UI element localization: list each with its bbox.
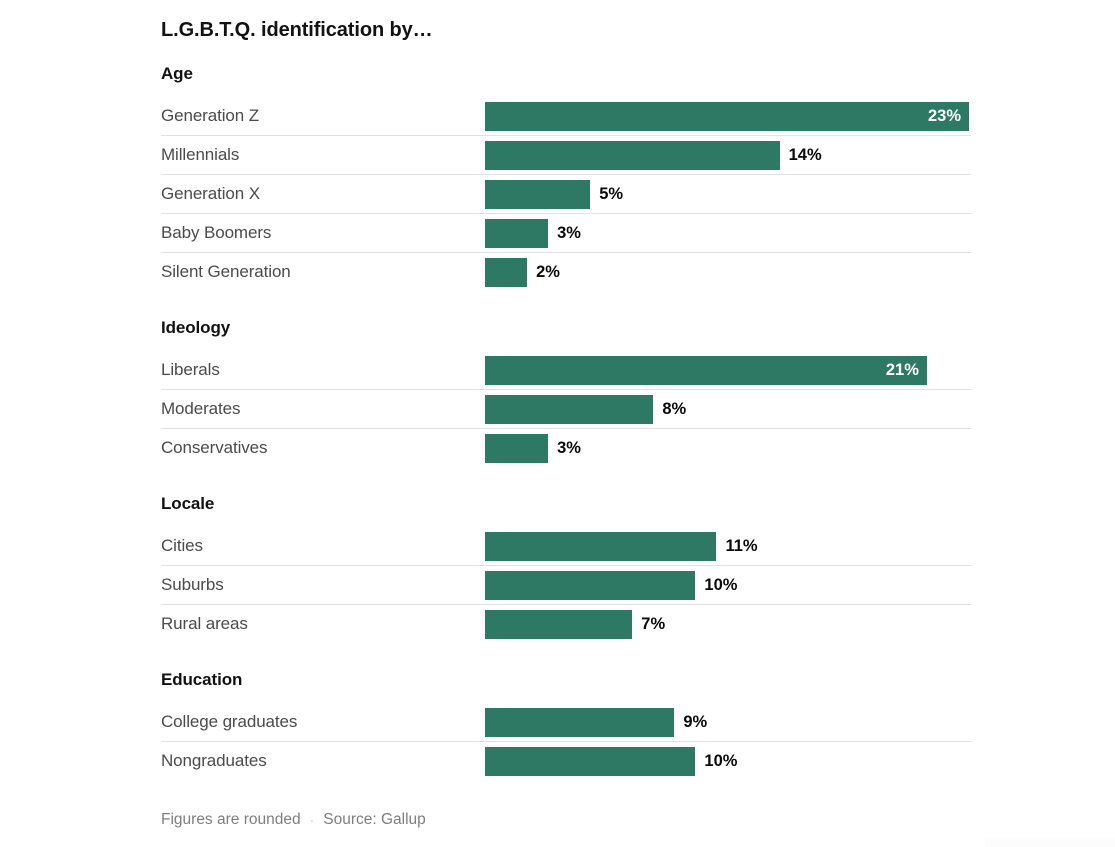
bar-track: 10% <box>485 570 969 600</box>
category-label: Rural areas <box>161 614 248 634</box>
bar <box>485 218 549 248</box>
chart-sections: Age Generation Z 23% Millennials 14% Generati… <box>161 42 971 781</box>
bar-row: Silent Generation 2% <box>161 253 971 292</box>
category-label: Silent Generation <box>161 262 291 282</box>
bar-track: 3% <box>485 218 969 248</box>
section-rows: Liberals 21% Moderates 8% Conservatives 3% <box>161 351 971 468</box>
value-label: 11% <box>725 536 758 555</box>
category-label: Generation Z <box>161 105 260 125</box>
section-header: Age <box>161 64 193 83</box>
bar-track: 3% <box>485 434 969 463</box>
bar-row: Nongraduates 10% <box>161 742 971 781</box>
section-header: Education <box>161 670 243 689</box>
category-label: Cities <box>161 535 203 555</box>
bar-track: 9% <box>485 707 969 737</box>
footnote-note: Figures are rounded <box>161 811 301 828</box>
bar <box>485 434 549 463</box>
value-label: 14% <box>788 145 822 164</box>
value-label: 2% <box>536 263 560 281</box>
category-label: Conservatives <box>161 438 268 458</box>
bar-row: College graduates 9% <box>161 703 971 742</box>
value-label: 21% <box>885 360 919 379</box>
bar-track: 14% <box>485 140 969 170</box>
value-label: 10% <box>704 575 738 594</box>
bar <box>485 747 696 776</box>
chart-section: Ideology Liberals 21% Moderates 8% Conservati… <box>161 292 971 468</box>
category-label: Moderates <box>161 398 241 418</box>
value-label: 8% <box>662 399 687 418</box>
bar-row: Moderates 8% <box>161 390 971 429</box>
bar <box>485 531 717 561</box>
value-label: 23% <box>927 106 961 125</box>
value-label: 3% <box>557 439 581 457</box>
bar-row: Suburbs 10% <box>161 566 971 605</box>
bar <box>485 610 633 639</box>
bar <box>485 570 696 600</box>
bar-track: 2% <box>485 258 969 287</box>
category-label: Generation X <box>161 183 260 203</box>
bar-row: Generation Z 23% <box>161 97 971 136</box>
bar-row: Rural areas 7% <box>161 605 971 644</box>
bar <box>485 179 591 209</box>
category-label: Millennials <box>161 144 240 164</box>
bar-row: Millennials 14% <box>161 136 971 175</box>
bar-row: Liberals 21% <box>161 351 971 390</box>
bar: 21% <box>485 355 927 385</box>
category-label: Baby Boomers <box>161 222 272 242</box>
chart-section: Locale Cities 11% Suburbs 10% Rural areas 7% <box>161 468 971 644</box>
bar-track: 8% <box>485 394 969 424</box>
category-label: College graduates <box>161 711 298 731</box>
category-label: Suburbs <box>161 574 224 594</box>
bar-track: 21% <box>485 355 969 385</box>
value-label: 9% <box>683 712 708 731</box>
bar <box>485 394 654 424</box>
bar-track: 7% <box>485 610 969 639</box>
bar-track: 11% <box>485 531 969 561</box>
bar <box>485 140 780 170</box>
category-label: Nongraduates <box>161 751 267 771</box>
section-rows: Generation Z 23% Millennials 14% Generation … <box>161 97 971 292</box>
value-label: 3% <box>557 223 581 242</box>
footnote-separator-dot: · <box>309 812 315 828</box>
chart-card: L.G.B.T.Q. identification by… Age Generat… <box>161 0 971 829</box>
section-header: Ideology <box>161 318 231 337</box>
chart-title: L.G.B.T.Q. identification by… <box>161 19 433 41</box>
section-rows: Cities 11% Suburbs 10% Rural areas 7% <box>161 527 971 644</box>
bar-row: Baby Boomers 3% <box>161 214 971 253</box>
bar <box>485 258 528 287</box>
section-header: Locale <box>161 494 215 513</box>
watermark-remnant <box>985 838 1115 847</box>
bar <box>485 707 675 737</box>
chart-footnote: Figures are rounded · Source: Gallup <box>161 781 971 829</box>
bar-track: 10% <box>485 747 969 776</box>
chart-section: Age Generation Z 23% Millennials 14% Generati… <box>161 42 971 292</box>
bar-row: Cities 11% <box>161 527 971 566</box>
section-rows: College graduates 9% Nongraduates 10% <box>161 703 971 781</box>
value-label: 7% <box>641 615 666 633</box>
bar-track: 23% <box>485 101 969 131</box>
bar-row: Conservatives 3% <box>161 429 971 468</box>
chart-section: Education College graduates 9% Nongraduates… <box>161 644 971 781</box>
bar-track: 5% <box>485 179 969 209</box>
value-label: 10% <box>704 752 738 770</box>
category-label: Liberals <box>161 359 220 379</box>
value-label: 5% <box>599 184 624 203</box>
bar: 23% <box>485 101 969 131</box>
bar-row: Generation X 5% <box>161 175 971 214</box>
footnote-source: Source: Gallup <box>323 811 426 828</box>
